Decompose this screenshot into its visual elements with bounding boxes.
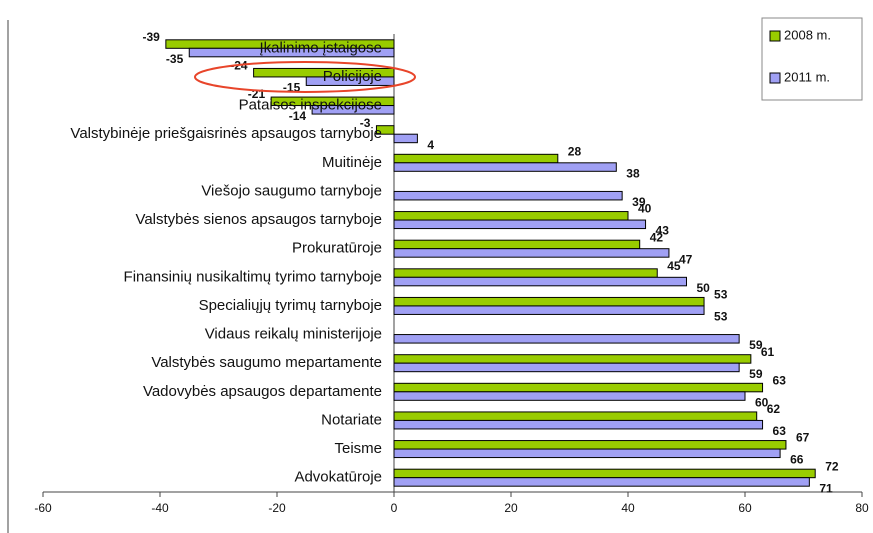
bar <box>393 382 764 393</box>
value-label: -39 <box>143 30 161 44</box>
value-label: -35 <box>166 52 184 66</box>
x-tick-label: -60 <box>34 501 52 515</box>
value-label: -3 <box>360 116 371 130</box>
value-label: -14 <box>289 109 307 123</box>
category-label: Finansinių nusikaltimų tyrimo tarnyboje <box>124 268 382 285</box>
bar <box>393 391 746 401</box>
category-label: Valstybės sienos apsaugos tarnyboje <box>135 211 382 228</box>
legend-swatch <box>769 30 781 42</box>
value-label: 72 <box>825 459 839 473</box>
value-label: 39 <box>632 195 646 209</box>
value-label: 62 <box>767 402 781 416</box>
category-label: Muitinėje <box>322 154 382 171</box>
category-label: Advokatūroje <box>294 469 382 486</box>
value-label: 61 <box>761 345 775 359</box>
value-label: 4 <box>427 138 434 152</box>
bar <box>311 105 395 115</box>
value-label: 59 <box>749 367 763 381</box>
value-label: 42 <box>650 230 664 244</box>
bar <box>393 219 647 230</box>
category-label: Pataisos inspekcijose <box>239 97 382 114</box>
category-label: Prokuratūroje <box>292 240 382 257</box>
category-label: Valstybinėje priešgaisrinės apsaugos tar… <box>70 125 382 142</box>
bar <box>393 448 781 459</box>
x-tick-label: 80 <box>855 501 869 515</box>
bar <box>393 211 629 221</box>
category-label: Specialiųjų tyrimų tarnyboje <box>199 297 382 314</box>
highlight-ellipse <box>194 60 416 93</box>
value-label: 60 <box>755 395 769 409</box>
legend: 2008 m. 2011 m. <box>761 17 863 101</box>
bar <box>393 153 559 164</box>
value-label: 66 <box>790 453 804 467</box>
bar <box>393 268 658 278</box>
bar <box>393 411 758 421</box>
value-label: 71 <box>819 481 833 495</box>
bar <box>393 354 752 364</box>
value-label: 28 <box>568 144 582 158</box>
legend-swatch <box>769 72 781 84</box>
value-label: 47 <box>679 252 693 266</box>
bar <box>393 296 705 307</box>
value-label: 53 <box>714 310 728 324</box>
x-tick-label: -40 <box>151 501 169 515</box>
bar <box>393 190 623 201</box>
bar <box>305 76 395 86</box>
bar <box>393 133 418 144</box>
bar <box>393 305 705 315</box>
category-label: Viešojo saugumo tarnyboje <box>201 182 382 199</box>
category-label: Vadovybės apsaugos departamente <box>143 383 382 400</box>
legend-label: 2011 m. <box>784 69 830 84</box>
bar <box>393 468 816 479</box>
bar <box>393 419 764 430</box>
x-tick-label: -20 <box>268 501 286 515</box>
bar <box>393 362 740 373</box>
bar <box>375 125 395 135</box>
category-label: Valstybės saugumo mepartamente <box>151 354 382 371</box>
legend-label: 2008 m. <box>784 27 831 42</box>
category-label: Įkalinimo įstaigose <box>259 39 382 56</box>
category-label: Notariate <box>321 411 382 428</box>
bar <box>393 276 687 287</box>
category-label: Vidaus reikalų ministerijoje <box>205 326 382 343</box>
value-label: 53 <box>714 288 728 302</box>
value-label: 40 <box>638 202 652 216</box>
x-tick-label: 20 <box>504 501 518 515</box>
value-label: 67 <box>796 431 810 445</box>
value-label: 50 <box>697 281 711 295</box>
value-label: 43 <box>656 224 670 238</box>
value-label: 38 <box>626 166 640 180</box>
category-label: Teisme <box>334 440 382 457</box>
x-tick-label: 0 <box>391 501 398 515</box>
value-label: 63 <box>773 424 787 438</box>
value-label: 63 <box>773 373 787 387</box>
bar <box>188 47 395 58</box>
bar <box>393 162 617 172</box>
value-label: 45 <box>667 259 681 273</box>
bar <box>393 440 787 450</box>
bar <box>393 239 641 250</box>
x-tick-label: 40 <box>621 501 635 515</box>
bar <box>393 477 810 487</box>
category-label: Policijoje <box>323 68 382 85</box>
value-label: 59 <box>749 338 763 352</box>
x-tick-label: 60 <box>738 501 752 515</box>
bar <box>393 334 740 344</box>
bar <box>393 248 670 258</box>
